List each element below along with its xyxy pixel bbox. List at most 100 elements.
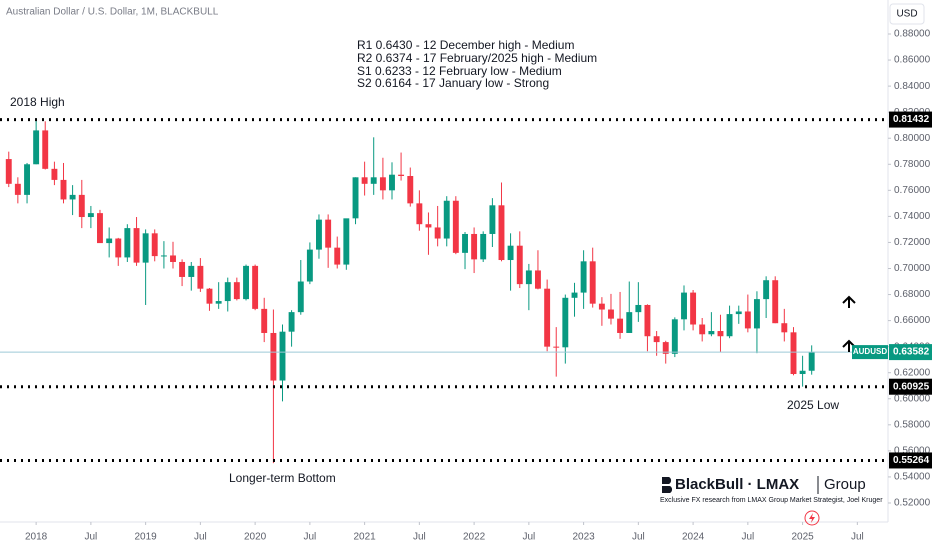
candle-body bbox=[763, 280, 770, 300]
candle-body bbox=[297, 281, 304, 313]
candle-body bbox=[498, 205, 505, 261]
candle-body bbox=[60, 179, 67, 200]
candle-body bbox=[33, 130, 40, 165]
logo-group: Group bbox=[824, 476, 866, 493]
candle-body bbox=[781, 323, 788, 333]
annotation: Longer-term Bottom bbox=[229, 471, 336, 485]
candle-body bbox=[699, 324, 706, 335]
candle-body bbox=[370, 177, 377, 184]
level-label: 0.60925 bbox=[893, 381, 930, 392]
x-tick-label: Jul bbox=[303, 532, 316, 543]
x-tick-label: 2022 bbox=[463, 532, 486, 543]
x-tick-label: Jul bbox=[632, 532, 645, 543]
level-badge bbox=[889, 452, 932, 469]
currency-button[interactable] bbox=[889, 3, 925, 25]
price-label: 0.63582 bbox=[893, 347, 930, 358]
candle-body bbox=[133, 228, 140, 263]
candle-body bbox=[571, 292, 578, 298]
symbol-label: AUDUSD bbox=[853, 347, 887, 356]
x-tick-label: 2024 bbox=[682, 532, 705, 543]
level-badge bbox=[889, 111, 932, 128]
candle-body bbox=[224, 282, 231, 302]
x-tick-label: 2021 bbox=[353, 532, 376, 543]
arrow-icon bbox=[842, 339, 856, 352]
y-tick-label: 0.80000 bbox=[894, 133, 931, 144]
candle-body bbox=[215, 301, 222, 304]
candle-body bbox=[188, 265, 195, 277]
candle-body bbox=[544, 288, 551, 347]
icon bbox=[804, 510, 820, 526]
candle-body bbox=[507, 245, 514, 261]
arrow-icon bbox=[842, 295, 856, 308]
y-tick-label: 0.70000 bbox=[894, 263, 931, 274]
x-tick-label: Jul bbox=[741, 532, 754, 543]
symbol-badge bbox=[852, 345, 888, 360]
level-label: 0.55264 bbox=[893, 455, 930, 466]
currency-label: USD bbox=[896, 9, 917, 20]
candle-body bbox=[243, 265, 249, 300]
candle-body bbox=[306, 249, 313, 282]
candle-body bbox=[379, 177, 386, 191]
annotation: R2 0.6374 - 17 February/2025 high - Medi… bbox=[357, 51, 597, 65]
icon bbox=[809, 513, 815, 523]
candle-body bbox=[160, 255, 167, 257]
x-tick-label: Jul bbox=[522, 532, 535, 543]
candle-body bbox=[662, 342, 669, 354]
candle-body bbox=[480, 233, 487, 260]
y-tick-label: 0.78000 bbox=[894, 159, 931, 170]
x-tick-label: Jul bbox=[84, 532, 97, 543]
x-tick-label: 2018 bbox=[25, 532, 48, 543]
candle-body bbox=[808, 352, 815, 371]
y-tick-label: 0.76000 bbox=[894, 185, 931, 196]
candle-body bbox=[270, 332, 277, 381]
candle-body bbox=[735, 311, 742, 315]
price-badge bbox=[889, 344, 932, 361]
candle-body bbox=[252, 265, 259, 309]
candle-body bbox=[671, 319, 678, 354]
candle-body bbox=[14, 183, 21, 195]
candle-body bbox=[772, 280, 779, 324]
candle-body bbox=[452, 200, 459, 253]
annotation: S2 0.6164 - 17 January low - Strong bbox=[357, 76, 549, 90]
y-tick-label: 0.88000 bbox=[894, 29, 931, 40]
candle-body bbox=[407, 175, 414, 204]
candle-body bbox=[717, 331, 724, 337]
plot bbox=[0, 118, 888, 464]
candle-body bbox=[708, 331, 715, 335]
candle-body bbox=[51, 168, 58, 180]
y-tick-label: 0.62000 bbox=[894, 367, 931, 378]
candle-body bbox=[42, 130, 49, 169]
candle-body bbox=[343, 218, 350, 265]
candle-body bbox=[525, 270, 532, 285]
candle-body bbox=[598, 303, 605, 310]
y-tick-label: 0.60000 bbox=[894, 393, 931, 404]
candle-body bbox=[197, 265, 204, 289]
candle-body bbox=[744, 311, 751, 329]
candle-body bbox=[279, 331, 286, 381]
candle-body bbox=[179, 261, 186, 277]
candle-body bbox=[233, 282, 240, 300]
x-tick-label: 2020 bbox=[244, 532, 267, 543]
candle-body bbox=[24, 164, 30, 195]
candle-body bbox=[5, 159, 12, 184]
candle-body bbox=[753, 299, 760, 329]
tagline: Exclusive FX research from LMAX Group Ma… bbox=[660, 497, 883, 504]
candle-body bbox=[78, 194, 85, 218]
y-tick-label: 0.52000 bbox=[894, 498, 931, 509]
candle-body bbox=[389, 174, 395, 191]
candle-body bbox=[261, 308, 268, 333]
level-badge bbox=[889, 378, 932, 395]
candle-body bbox=[471, 233, 478, 260]
candle-body bbox=[580, 261, 587, 293]
annotation: R1 0.6430 - 12 December high - Medium bbox=[357, 38, 574, 52]
annotation: 2018 High bbox=[10, 95, 65, 109]
candle-body bbox=[534, 270, 541, 289]
candle-body bbox=[626, 312, 633, 333]
candle-body bbox=[653, 336, 660, 343]
candle-body bbox=[799, 370, 806, 375]
candle-body bbox=[206, 288, 213, 304]
y-tick-label: 0.68000 bbox=[894, 289, 931, 300]
candle-body bbox=[87, 213, 94, 218]
candle-body bbox=[608, 309, 614, 319]
